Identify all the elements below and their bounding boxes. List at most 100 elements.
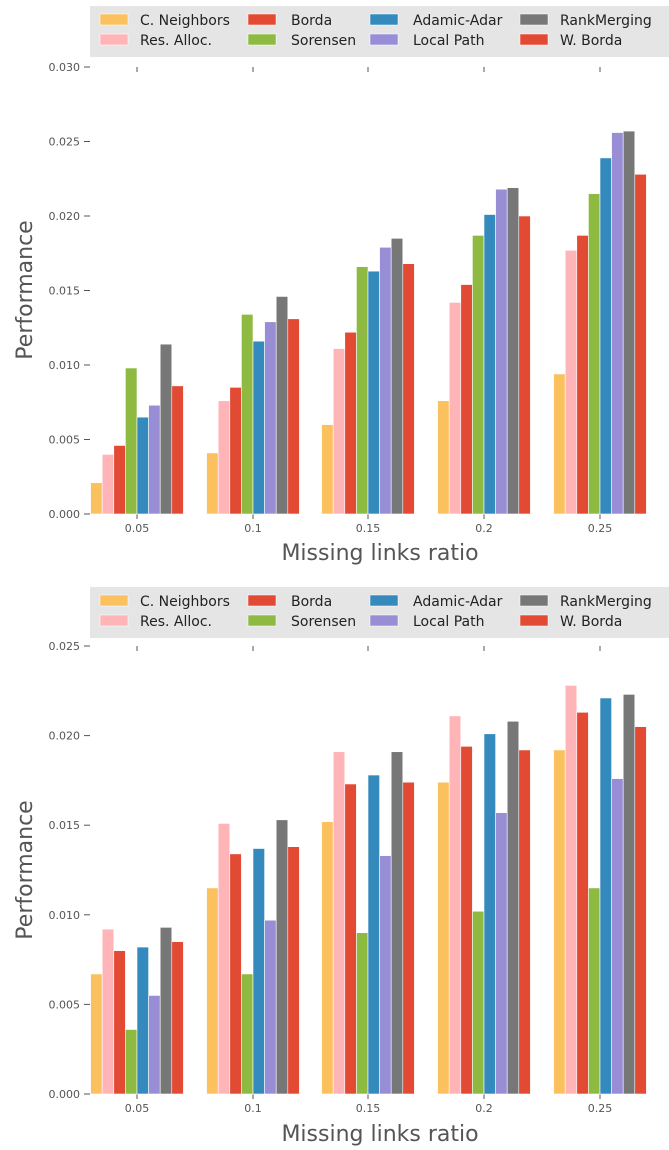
bar [321,821,334,1095]
bar [367,774,380,1095]
legend-swatch [99,614,129,627]
bar [495,812,508,1095]
y-tick-label: 0.010 [49,909,81,922]
legend-label: Res. Alloc. [140,614,212,630]
legend-swatch [247,13,277,26]
y-tick-label: 0.025 [49,640,81,653]
bar [275,296,289,515]
legend-swatch [247,614,277,627]
legend-label: Adamic-Adar [413,13,503,29]
bar [264,919,277,1095]
bar [483,733,496,1095]
bar [437,400,450,515]
bar [217,823,231,1095]
y-tick-label: 0.015 [49,819,81,832]
bar [344,783,357,1095]
legend-swatch [99,594,129,607]
bar [634,726,647,1095]
bar [576,711,589,1095]
bar [287,846,300,1095]
bar [241,973,254,1095]
bar [379,246,392,515]
legend-label: Adamic-Adar [413,594,503,610]
bar [321,424,334,515]
bar [148,404,161,515]
bar [460,284,473,515]
x-tick-label: 0.2 [475,522,493,535]
y-tick-label: 0.010 [49,359,81,372]
legend-swatch [519,614,549,627]
bar [622,130,636,515]
bar [148,995,161,1095]
legend-swatch [369,33,399,46]
bar [252,848,265,1095]
bar [367,270,380,515]
bar [125,367,138,515]
bar [136,946,149,1095]
x-tick-label: 0.2 [475,1102,493,1115]
bar [90,973,103,1095]
bar [264,321,277,515]
y-tick-label: 0.015 [49,285,81,298]
bar [506,720,520,1095]
bar [564,685,578,1095]
bar [576,235,589,515]
bar [634,173,647,515]
bar [113,445,126,515]
x-tick-label: 0.1 [244,1102,262,1115]
legend-swatch [369,614,399,627]
y-tick-label: 0.000 [49,1088,81,1101]
chart-panel-1: C. Neighbors Res. Alloc. Borda Sorensen Adam… [13,6,669,566]
bar [588,193,601,515]
bar [495,188,508,515]
legend-swatch [99,33,129,46]
bar [611,778,624,1095]
bar [125,1029,138,1095]
legend-label: Local Path [413,614,485,630]
bar [483,214,496,515]
bar [472,235,485,515]
bar [332,751,346,1095]
y-tick-label: 0.000 [49,508,81,521]
y-tick-label: 0.005 [49,434,81,447]
bar [402,263,415,515]
legend-swatch [369,594,399,607]
bar [379,855,392,1095]
legend: C. Neighbors Res. Alloc. Borda Sorensen Adam… [90,6,669,57]
legend: C. Neighbors Res. Alloc. Borda Sorensen Adam… [90,587,669,638]
bar [437,781,450,1095]
x-tick-label: 0.05 [125,1102,150,1115]
bar [448,302,462,515]
legend-swatch [247,33,277,46]
bar [101,454,115,515]
bar [206,452,219,515]
legend-label: Sorensen [291,33,356,49]
legend-swatch [519,33,549,46]
x-tick-label: 0.1 [244,522,262,535]
bar [252,340,265,515]
bar [136,416,149,515]
legend-label: RankMerging [560,594,652,610]
y-axis-title: Performance [13,220,38,359]
x-tick-label: 0.25 [588,1102,613,1115]
bar [518,749,531,1095]
bar [448,715,462,1095]
bar [356,932,369,1095]
bar [390,751,404,1095]
bar [518,215,531,515]
bar [564,249,578,515]
bar [241,314,254,515]
x-axis-title: Missing links ratio [281,541,478,566]
bar [344,331,357,515]
legend-label: W. Borda [560,614,622,630]
x-tick-label: 0.15 [356,522,381,535]
bar [460,746,473,1095]
legend-label: C. Neighbors [140,13,230,29]
x-tick-label: 0.05 [125,522,150,535]
bar [356,266,369,515]
y-tick-label: 0.020 [49,730,81,743]
bar [332,348,346,515]
legend-swatch [369,13,399,26]
legend-label: Borda [291,594,332,610]
